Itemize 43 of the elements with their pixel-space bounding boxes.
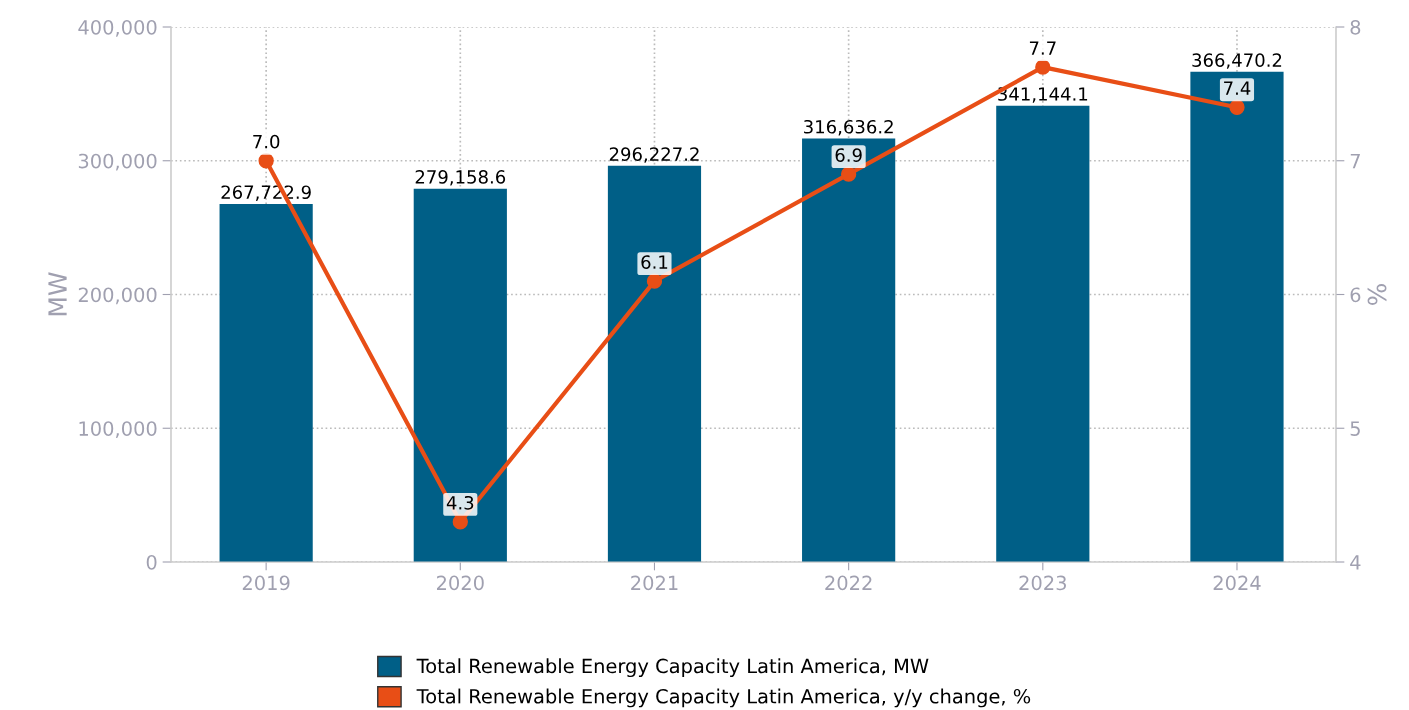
y2-tick-label: 6 [1350,287,1361,303]
y-tick-label: 300,000 [78,153,157,171]
data-label: 6.1 [641,255,668,269]
y2-tick-label: 4 [1350,555,1361,570]
x-tick-label: 2024 [1213,575,1261,591]
y-axis-title: MW [48,272,67,316]
y-tick-label: 200,000 [78,287,157,305]
y2-axis-title: % [1367,284,1387,305]
bar [802,138,896,562]
data-label: 316,636.2 [804,119,893,136]
point [1035,59,1051,75]
y-tick-label: 400,000 [78,19,157,37]
y2-tick-label: 8 [1350,19,1361,35]
point [646,273,663,289]
data-label: 366,470.2 [1192,53,1282,69]
data-label: 7.0 [253,134,280,149]
x-tick-label: 2022 [825,575,872,591]
point [452,514,468,530]
point [1229,99,1245,115]
x-tick-label: 2020 [436,575,484,591]
data-label: 4.3 [446,495,474,510]
y-tick-label: 100,000 [79,421,157,438]
point [258,153,274,169]
data-label: 6.9 [835,148,862,162]
bar [219,203,313,562]
x-tick-label: 2021 [631,575,678,591]
legend-label: Total Renewable Energy Capacity Latin America, MW [416,658,929,678]
point [841,166,857,182]
data-label: 279,158.6 [415,170,506,186]
y-tick-label: 0 [146,554,157,570]
bar [996,105,1090,562]
y2-tick-label: 7 [1350,153,1360,169]
x-tick-label: 2023 [1019,575,1066,591]
x-tick-label: 2019 [242,575,290,591]
data-label: 341,144.1 [998,87,1088,103]
data-label: 7.4 [1224,81,1251,95]
data-label: 7.7 [1029,41,1056,55]
data-label: 296,227.2 [609,147,699,163]
bar [1190,71,1284,562]
bar [413,188,507,562]
y2-tick-label: 5 [1350,421,1360,436]
legend-label: Total Renewable Energy Capacity Latin America, y/y change, % [416,688,1031,708]
bar [607,165,702,562]
